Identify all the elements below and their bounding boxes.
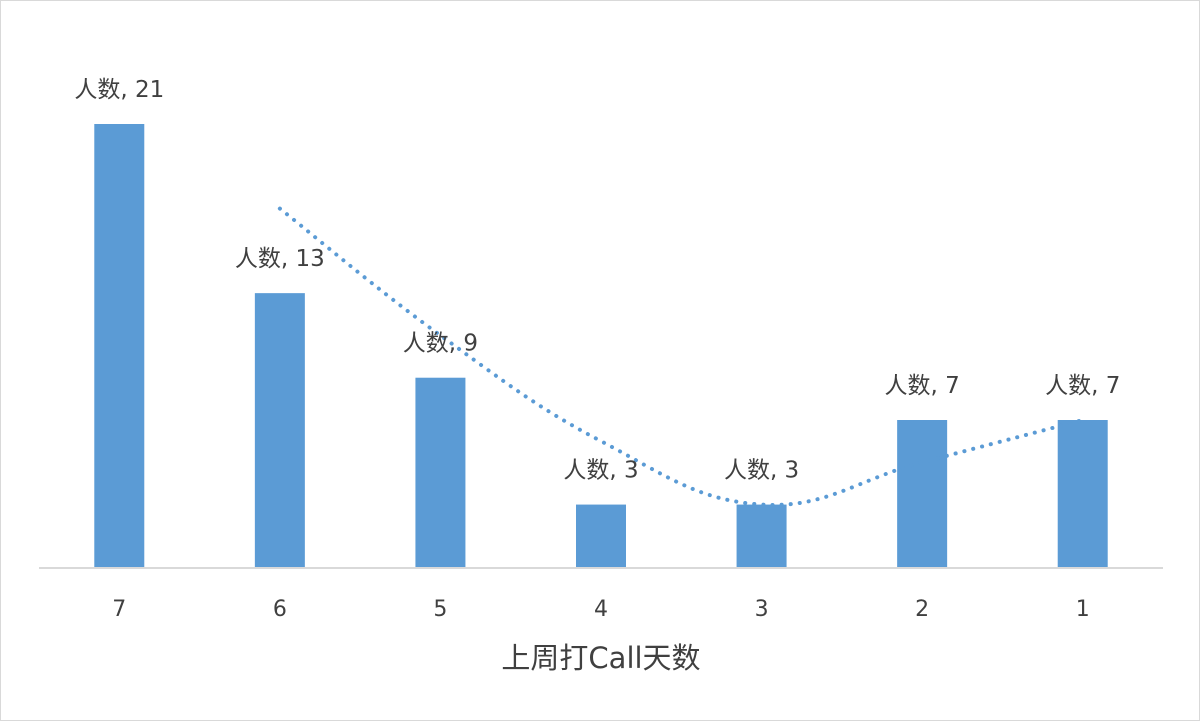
data-label-4: 人数, 3 [563, 458, 638, 484]
x-tick-label-7: 7 [112, 597, 126, 622]
x-tick-label-3: 3 [755, 597, 769, 622]
x-tick-labels-layer: 7 6 5 4 3 2 1 [112, 597, 1089, 622]
bar-5 [415, 377, 466, 568]
moving-average-trendline [277, 206, 1085, 507]
bar-7 [94, 124, 145, 568]
x-tick-label-6: 6 [273, 597, 287, 622]
x-tick-label-5: 5 [433, 597, 447, 622]
data-label-5: 人数, 9 [403, 331, 478, 357]
x-tick-label-2: 2 [915, 597, 929, 622]
x-axis-title: 上周打Call天数 [501, 641, 700, 675]
bar-1 [1057, 420, 1108, 568]
data-label-1: 人数, 7 [1045, 373, 1120, 399]
data-labels-layer: 人数, 21 人数, 13 人数, 9 人数, 3 人数, 3 人数, 7 人数, 7 [74, 77, 1120, 484]
bar-6 [254, 293, 305, 568]
bar-3 [736, 504, 787, 568]
bar-2 [897, 420, 948, 568]
x-tick-label-1: 1 [1076, 597, 1090, 622]
x-tick-label-4: 4 [594, 597, 608, 622]
data-label-6: 人数, 13 [235, 246, 325, 272]
data-label-2: 人数, 7 [885, 373, 960, 399]
trendline-layer [277, 206, 1085, 507]
bars-layer [94, 124, 1108, 568]
data-label-7: 人数, 21 [74, 77, 164, 103]
data-label-3: 人数, 3 [724, 458, 799, 484]
bar-4 [576, 504, 626, 568]
